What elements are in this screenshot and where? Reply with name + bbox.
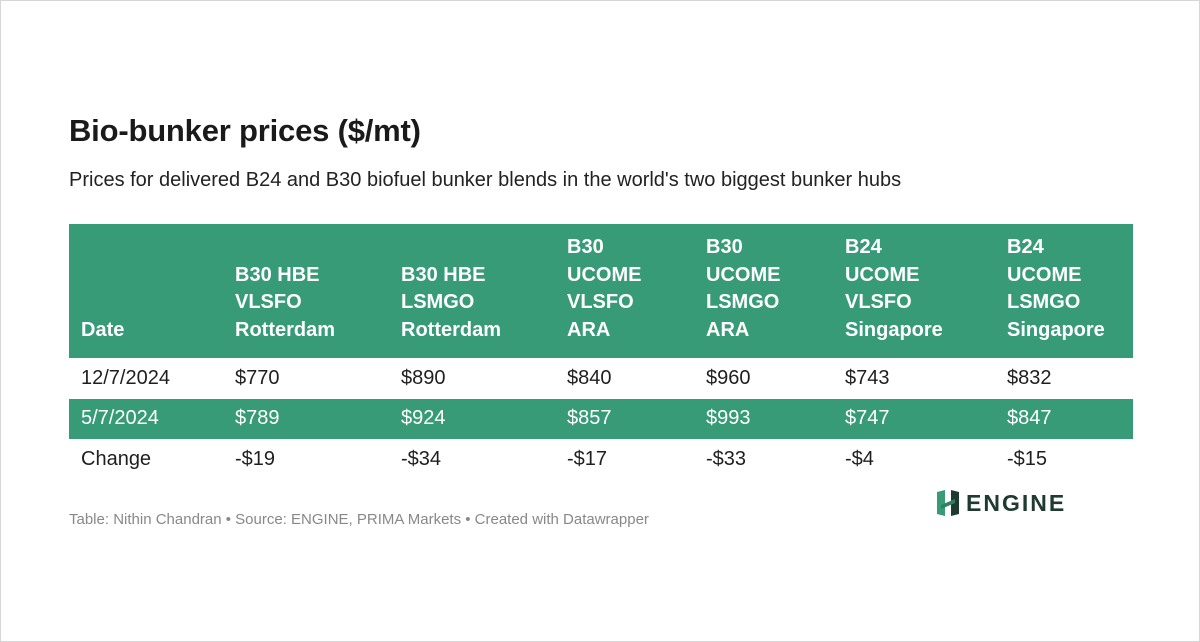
column-header-line: Rotterdam (235, 318, 336, 341)
table-row: Change -$19 -$34 -$17 -$33 -$4 -$15 (69, 439, 1133, 480)
column-header-line: LSMGO (1007, 291, 1081, 313)
table-row: 5/7/2024 $789 $924 $857 $993 $747 $847 (69, 398, 1133, 439)
price-cell: $770 (235, 366, 280, 389)
price-cell: $960 (706, 366, 751, 389)
chart-footer: Table: Nithin Chandran • Source: ENGINE,… (69, 511, 649, 528)
table-row: 12/7/2024 $770 $890 $840 $960 $743 $832 (69, 358, 1133, 399)
column-header-line: ARA (706, 318, 750, 341)
row-label-cell: 12/7/2024 (81, 366, 170, 389)
price-cell: $840 (567, 366, 612, 389)
price-cell: $924 (401, 407, 446, 430)
column-header-b30-ucome-lsmgo-ara: B30 UCOME LSMGO ARA (694, 224, 833, 358)
price-cell: $747 (845, 407, 890, 430)
column-header-line: Rotterdam (401, 318, 502, 341)
price-cell: -$15 (1007, 447, 1048, 470)
price-cell: $743 (845, 366, 890, 389)
price-cell: $832 (1007, 366, 1052, 389)
row-label-cell: 5/7/2024 (81, 407, 159, 430)
column-header-line: VLSFO (235, 291, 302, 313)
column-header-b30-hbe-vlsfo-rotterdam: B30 HBE VLSFO Rotterdam (223, 224, 389, 358)
engine-logo: ENGINE (936, 489, 1066, 517)
engine-logo-icon (937, 490, 959, 516)
column-header-line: Singapore (1007, 318, 1105, 341)
column-header-line: VLSFO (845, 291, 912, 313)
column-header-line: B30 HBE (235, 263, 320, 286)
column-header-line: Singapore (845, 318, 943, 341)
price-cell: $857 (567, 407, 612, 430)
row-label-cell: Change (81, 447, 152, 470)
column-header-line: B30 (706, 236, 743, 258)
price-table: Date B30 HBE VLSFO Rotterdam B30 HBE LSMGO Rot… (69, 224, 1133, 480)
column-header-line: B24 (845, 236, 882, 258)
price-cell: -$34 (401, 447, 442, 470)
price-cell: $847 (1007, 407, 1052, 430)
column-header-line: LSMGO (706, 291, 780, 313)
column-header-line: B30 HBE (401, 263, 486, 286)
chart-title: Bio-bunker prices ($/mt) (69, 113, 421, 148)
column-header-line: ARA (567, 318, 611, 341)
column-header-line: B30 (567, 236, 604, 258)
column-header-line: UCOME (706, 263, 781, 286)
column-header-date: Date (69, 224, 223, 358)
engine-logo-text: ENGINE (966, 489, 1067, 516)
price-cell: -$4 (845, 447, 874, 470)
table-header: Date B30 HBE VLSFO Rotterdam B30 HBE LSMGO Rot… (69, 224, 1133, 358)
price-cell: -$17 (567, 447, 608, 470)
price-cell: -$19 (235, 447, 276, 470)
column-header-b24-ucome-lsmgo-singapore: B24 UCOME LSMGO Singapore (995, 224, 1133, 358)
column-header-b24-ucome-vlsfo-singapore: B24 UCOME VLSFO Singapore (833, 224, 995, 358)
column-header-b30-hbe-lsmgo-rotterdam: B30 HBE LSMGO Rotterdam (389, 224, 555, 358)
column-header-b30-ucome-vlsfo-ara: B30 UCOME VLSFO ARA (555, 224, 694, 358)
column-header-line: LSMGO (401, 291, 475, 313)
chart-subtitle: Prices for delivered B24 and B30 biofuel… (69, 169, 902, 191)
column-header-line: UCOME (845, 263, 920, 286)
price-cell: $890 (401, 366, 446, 389)
column-header-line: Date (81, 318, 125, 341)
column-header-line: B24 (1007, 236, 1044, 258)
column-header-line: UCOME (567, 263, 642, 286)
price-cell: $789 (235, 407, 280, 430)
header-row: Date B30 HBE VLSFO Rotterdam B30 HBE LSMGO Rot… (69, 224, 1133, 358)
table-body: 12/7/2024 $770 $890 $840 $960 $743 $832 5/7/202… (69, 358, 1133, 480)
price-cell: $993 (706, 407, 751, 430)
column-header-line: UCOME (1007, 263, 1082, 286)
column-header-line: VLSFO (567, 291, 634, 313)
price-cell: -$33 (706, 447, 747, 470)
